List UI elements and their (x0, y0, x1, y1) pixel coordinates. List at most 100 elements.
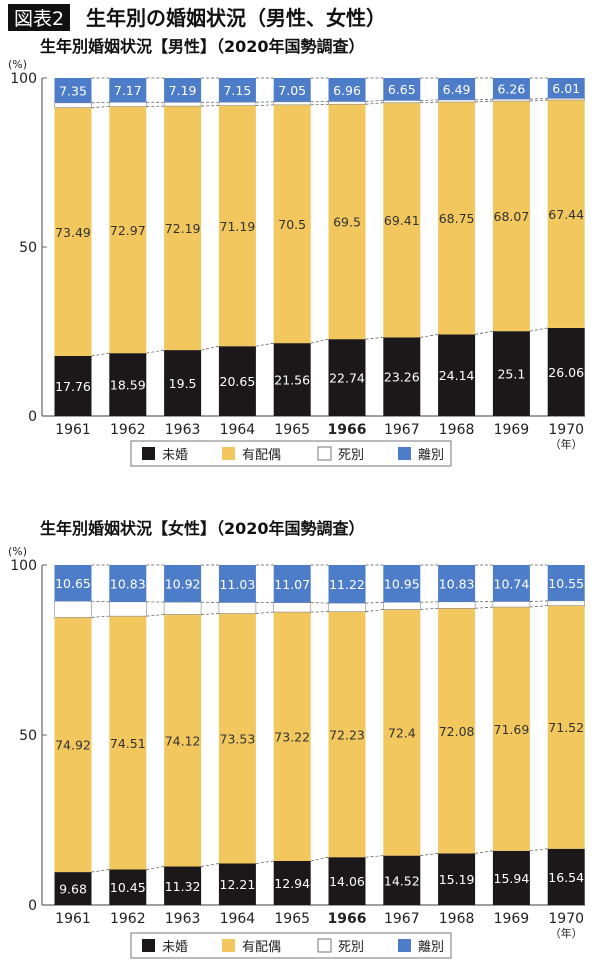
bar-1961: 9.68 74.92 10.65 (54, 565, 92, 905)
bar-1964: 20.65 71.19 7.15 (218, 78, 257, 416)
connector-line (475, 606, 493, 609)
legend-label: 離別 (418, 448, 444, 463)
bar-segment-widowed (54, 600, 92, 618)
y-axis-unit: (%) (8, 58, 27, 71)
bar-1961: 17.76 73.49 7.35 (54, 78, 92, 416)
connector-line (201, 105, 219, 107)
bar-segment-widowed (273, 101, 312, 106)
data-label-unmarried: 14.52 (384, 873, 420, 888)
bar-segment-unmarried (328, 339, 366, 416)
bar-segment-unmarried (438, 853, 476, 905)
bar-segment-unmarried (54, 355, 92, 416)
connector-line (365, 102, 384, 105)
x-tick-label: 1962 (110, 911, 146, 927)
bar-segment-married (328, 104, 366, 340)
bar-segment-widowed (163, 102, 202, 107)
bar-1967: 23.26 69.41 6.65 (382, 78, 421, 416)
bar-segment-unmarried (383, 337, 421, 416)
x-tick-label: 1970 (548, 422, 584, 438)
connector-line (529, 327, 548, 332)
legend-swatch (398, 939, 411, 952)
data-label-divorced: 11.07 (274, 577, 310, 592)
bar-segment-married (54, 617, 92, 873)
data-label-divorced: 7.35 (59, 83, 87, 98)
bar-segment-divorced (383, 78, 421, 101)
legend-swatch (317, 446, 332, 461)
chart-2: 生年別婚姻状況【女性】（2020年国勢調査） (%) 0 50 100 9.68 74.92… (8, 519, 586, 959)
bar-1963: 11.32 74.12 10.92 (163, 565, 202, 905)
y-tick-label: 100 (10, 558, 37, 574)
data-label-divorced: 6.65 (388, 82, 416, 97)
data-label-unmarried: 26.06 (548, 365, 584, 380)
connector-line (420, 607, 439, 610)
x-tick-label: 1963 (165, 911, 201, 927)
bar-segment-widowed (163, 601, 202, 615)
connector-line (475, 98, 493, 101)
legend-label: 有配偶 (242, 940, 281, 955)
connector-line (91, 869, 110, 873)
bar-segment-widowed (547, 600, 586, 606)
bar-segment-divorced (109, 565, 147, 602)
bar-1970: 16.54 71.52 10.55 (547, 565, 586, 905)
connector-line (201, 863, 219, 867)
data-label-divorced: 6.49 (443, 82, 471, 97)
x-tick-label: 1969 (494, 422, 530, 438)
bar-segment-widowed (109, 601, 147, 617)
data-label-married: 69.41 (384, 213, 420, 228)
data-label-married: 72.4 (388, 726, 416, 741)
data-label-unmarried: 11.32 (165, 879, 201, 894)
data-label-unmarried: 17.76 (55, 379, 91, 394)
bar-segment-divorced (218, 565, 256, 603)
x-tick-label: 1962 (110, 422, 146, 438)
connector-line (91, 106, 110, 108)
bar-segment-unmarried (547, 848, 585, 905)
bar-segment-divorced (547, 565, 585, 601)
connector-line (475, 850, 493, 854)
bar-segment-married (438, 102, 476, 335)
legend-box (130, 932, 452, 959)
chart-title: 生年別婚姻状況【女性】（2020年国勢調査） (40, 519, 365, 538)
connector-line (529, 600, 548, 602)
bar-segment-divorced (328, 565, 366, 604)
bar-segment-widowed (328, 101, 366, 105)
x-tick-label: 1966 (328, 911, 367, 927)
x-tick-label: 1964 (220, 422, 256, 438)
bar-segment-married (383, 102, 421, 338)
connector-line (529, 97, 548, 100)
connector-line (529, 99, 548, 102)
legend-label: 死別 (338, 940, 364, 955)
data-label-unmarried: 18.59 (110, 378, 146, 393)
bar-segment-unmarried (164, 866, 202, 905)
connector-line (365, 601, 384, 604)
data-label-unmarried: 15.19 (439, 872, 475, 887)
data-label-divorced: 10.95 (384, 577, 420, 592)
data-label-unmarried: 9.68 (59, 882, 87, 897)
bar-segment-widowed (382, 100, 421, 104)
legend-swatch (398, 447, 411, 460)
bar-segment-divorced (273, 565, 311, 603)
bar-segment-unmarried (383, 855, 421, 905)
bar-segment-divorced (383, 565, 421, 603)
bar-1964: 12.21 73.53 11.03 (218, 565, 257, 905)
legend: 未婚 有配偶 死別 離別 (130, 932, 452, 959)
legend-label: 有配偶 (242, 448, 281, 463)
data-label-divorced: 6.96 (333, 83, 361, 98)
data-label-unmarried: 24.14 (439, 368, 475, 383)
bar-segment-unmarried (492, 850, 530, 905)
bar-1969: 25.1 68.07 6.26 (492, 78, 531, 416)
data-label-unmarried: 23.26 (384, 370, 420, 385)
legend-label: 死別 (338, 448, 364, 463)
x-tick-label: 1961 (55, 422, 91, 438)
bar-1966: 14.06 72.23 11.22 (328, 565, 366, 905)
bar-1963: 19.5 72.19 7.19 (163, 78, 202, 416)
data-label-married: 69.5 (333, 215, 361, 230)
bar-segment-unmarried (547, 327, 585, 416)
legend-label: 未婚 (162, 940, 188, 955)
data-label-married: 72.23 (329, 727, 365, 742)
x-tick-label: 1968 (439, 911, 475, 927)
connector-line (420, 853, 439, 856)
data-label-divorced: 10.65 (55, 576, 91, 591)
chart-title: 生年別婚姻状況【男性】（2020年国勢調査） (40, 37, 365, 56)
y-tick-label: 50 (19, 240, 37, 256)
connector-line (365, 100, 384, 102)
